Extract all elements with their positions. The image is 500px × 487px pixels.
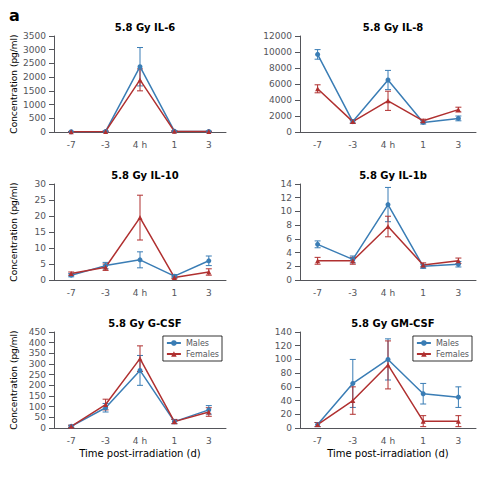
svg-text:300: 300 bbox=[29, 359, 46, 369]
svg-text:0: 0 bbox=[286, 275, 292, 285]
svg-text:-7: -7 bbox=[67, 140, 76, 150]
svg-text:Females: Females bbox=[436, 350, 469, 359]
svg-text:1000: 1000 bbox=[23, 100, 46, 110]
svg-text:10000: 10000 bbox=[263, 47, 292, 57]
svg-text:80: 80 bbox=[281, 368, 293, 378]
svg-text:4 h: 4 h bbox=[133, 288, 147, 298]
svg-text:-3: -3 bbox=[348, 288, 357, 298]
svg-text:a: a bbox=[9, 6, 20, 25]
svg-text:2000: 2000 bbox=[23, 72, 46, 82]
svg-text:4 h: 4 h bbox=[381, 288, 395, 298]
svg-text:3: 3 bbox=[206, 288, 212, 298]
svg-text:-3: -3 bbox=[101, 288, 110, 298]
svg-text:3500: 3500 bbox=[23, 31, 46, 41]
svg-text:500: 500 bbox=[29, 113, 46, 123]
svg-text:5: 5 bbox=[40, 259, 46, 269]
svg-text:12: 12 bbox=[281, 193, 292, 203]
svg-text:3: 3 bbox=[456, 288, 462, 298]
svg-text:-7: -7 bbox=[313, 140, 322, 150]
svg-text:2: 2 bbox=[286, 261, 292, 271]
svg-text:50: 50 bbox=[35, 412, 47, 422]
svg-text:4 h: 4 h bbox=[133, 140, 147, 150]
svg-text:-7: -7 bbox=[313, 288, 322, 298]
svg-text:3: 3 bbox=[206, 140, 212, 150]
svg-text:3: 3 bbox=[456, 436, 462, 446]
svg-text:20: 20 bbox=[281, 409, 293, 419]
svg-text:5.8 Gy IL-8: 5.8 Gy IL-8 bbox=[363, 22, 424, 33]
svg-text:1: 1 bbox=[420, 436, 426, 446]
svg-text:1: 1 bbox=[172, 140, 178, 150]
svg-text:8000: 8000 bbox=[269, 63, 292, 73]
svg-text:14: 14 bbox=[281, 179, 293, 189]
svg-text:-3: -3 bbox=[101, 436, 110, 446]
svg-text:3: 3 bbox=[206, 436, 212, 446]
svg-text:15: 15 bbox=[35, 227, 46, 237]
svg-text:100: 100 bbox=[29, 402, 46, 412]
svg-text:100: 100 bbox=[275, 354, 292, 364]
svg-text:Concentration (pg/ml): Concentration (pg/ml) bbox=[9, 330, 19, 429]
svg-text:4 h: 4 h bbox=[381, 140, 395, 150]
svg-text:10: 10 bbox=[35, 243, 47, 253]
svg-text:Time post-irradiation (d): Time post-irradiation (d) bbox=[326, 448, 449, 459]
svg-text:3: 3 bbox=[456, 140, 462, 150]
svg-text:1: 1 bbox=[420, 288, 426, 298]
svg-text:1500: 1500 bbox=[23, 86, 46, 96]
svg-text:5.8 Gy GM-CSF: 5.8 Gy GM-CSF bbox=[351, 318, 434, 329]
svg-text:-7: -7 bbox=[67, 288, 76, 298]
svg-text:Concentration (pg/ml): Concentration (pg/ml) bbox=[9, 34, 19, 133]
svg-text:4 h: 4 h bbox=[133, 436, 147, 446]
svg-text:6000: 6000 bbox=[269, 79, 292, 89]
svg-text:12000: 12000 bbox=[263, 31, 292, 41]
svg-text:-7: -7 bbox=[313, 436, 322, 446]
svg-text:200: 200 bbox=[29, 380, 46, 390]
svg-text:10: 10 bbox=[281, 206, 293, 216]
svg-text:40: 40 bbox=[281, 396, 293, 406]
svg-text:-3: -3 bbox=[348, 140, 357, 150]
svg-text:350: 350 bbox=[29, 348, 46, 358]
svg-text:Males: Males bbox=[186, 339, 209, 348]
svg-text:-3: -3 bbox=[101, 140, 110, 150]
svg-text:4 h: 4 h bbox=[381, 436, 395, 446]
svg-text:3000: 3000 bbox=[23, 45, 46, 55]
svg-text:6: 6 bbox=[286, 234, 292, 244]
svg-text:Males: Males bbox=[436, 339, 459, 348]
svg-text:250: 250 bbox=[29, 370, 46, 380]
svg-text:-3: -3 bbox=[348, 436, 357, 446]
svg-text:Concentration (pg/ml): Concentration (pg/ml) bbox=[9, 182, 19, 281]
svg-text:4: 4 bbox=[286, 248, 292, 258]
svg-text:30: 30 bbox=[35, 179, 47, 189]
svg-text:0: 0 bbox=[40, 423, 46, 433]
svg-text:4000: 4000 bbox=[269, 95, 292, 105]
svg-text:-7: -7 bbox=[67, 436, 76, 446]
svg-text:0: 0 bbox=[40, 127, 46, 137]
svg-text:5.8 Gy IL-6: 5.8 Gy IL-6 bbox=[115, 22, 176, 33]
svg-text:5.8 Gy IL-10: 5.8 Gy IL-10 bbox=[111, 170, 179, 181]
svg-text:1: 1 bbox=[420, 140, 426, 150]
svg-text:400: 400 bbox=[29, 338, 46, 348]
svg-text:2500: 2500 bbox=[23, 58, 46, 68]
svg-text:1: 1 bbox=[172, 288, 178, 298]
svg-text:2000: 2000 bbox=[269, 111, 292, 121]
svg-text:0: 0 bbox=[286, 127, 292, 137]
svg-text:60: 60 bbox=[281, 382, 293, 392]
svg-text:120: 120 bbox=[275, 341, 292, 351]
svg-text:450: 450 bbox=[29, 327, 46, 337]
svg-text:5.8 Gy G-CSF: 5.8 Gy G-CSF bbox=[108, 318, 181, 329]
svg-text:Time post-irradiation (d): Time post-irradiation (d) bbox=[78, 448, 201, 459]
svg-text:0: 0 bbox=[286, 423, 292, 433]
svg-text:0: 0 bbox=[40, 275, 46, 285]
svg-text:1: 1 bbox=[172, 436, 178, 446]
svg-text:140: 140 bbox=[275, 327, 292, 337]
svg-text:5.8 Gy IL-1b: 5.8 Gy IL-1b bbox=[359, 170, 427, 181]
svg-text:150: 150 bbox=[29, 391, 46, 401]
svg-text:Females: Females bbox=[186, 350, 219, 359]
svg-text:20: 20 bbox=[35, 211, 47, 221]
svg-text:25: 25 bbox=[35, 195, 46, 205]
svg-text:8: 8 bbox=[286, 220, 292, 230]
